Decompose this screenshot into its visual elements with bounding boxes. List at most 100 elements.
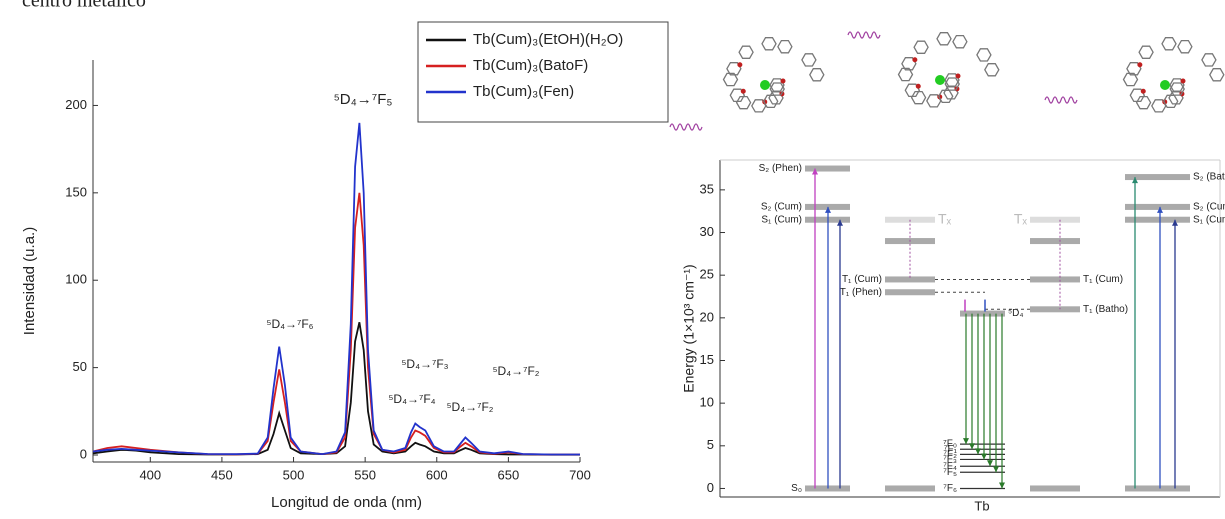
metal-center <box>935 75 945 85</box>
y-tick-label: 100 <box>65 272 87 287</box>
metal-center <box>760 80 770 90</box>
level-label: S₂ (Cum) <box>761 202 802 213</box>
ring <box>739 46 753 58</box>
level-label: T₁ (Batho) <box>1083 304 1128 315</box>
x-axis-label: Tb <box>974 498 989 513</box>
y-tick-label: 5 <box>707 437 714 452</box>
ring <box>1137 97 1151 109</box>
peak-annotation: ⁵D₄→⁷F₂ <box>493 364 540 378</box>
x-axis-label: Longitud de onda (nm) <box>271 494 422 511</box>
x-tick-label: 550 <box>354 467 376 482</box>
legend-label: Tb(Cum)₃(EtOH)(H₂O) <box>473 31 623 48</box>
arrow-head <box>987 460 993 466</box>
ring <box>953 36 967 48</box>
spectrum-line <box>93 193 580 455</box>
x-tick-label: 450 <box>211 467 233 482</box>
molecule <box>899 33 999 107</box>
spectrum-line <box>93 123 580 455</box>
metal-center <box>1160 80 1170 90</box>
level <box>1030 217 1080 223</box>
y-tick-label: 30 <box>700 224 714 239</box>
level <box>1030 485 1080 491</box>
peak-annotation: ⁵D₄→⁷F₂ <box>447 400 494 414</box>
y-axis-label: Intensidad (u.a.) <box>21 227 38 335</box>
level-label: T₁ (Phen) <box>840 287 882 298</box>
level-label: S₁ (Cum) <box>761 214 802 225</box>
ring <box>810 69 824 81</box>
y-tick-label: 50 <box>73 359 87 374</box>
ring <box>977 49 991 61</box>
level <box>1030 306 1080 312</box>
peak-annotation: ⁵D₄→⁷F₆ <box>266 317 313 331</box>
level-label: Tₓ <box>938 210 952 226</box>
arrow-head <box>993 466 999 472</box>
x-tick-label: 700 <box>569 467 591 482</box>
oxygen <box>737 62 742 67</box>
y-tick-label: 150 <box>65 184 87 199</box>
peak-annotation: ⁵D₄→⁷F₄ <box>388 392 435 406</box>
x-tick-label: 500 <box>283 467 305 482</box>
ring <box>737 97 751 109</box>
x-tick-label: 600 <box>426 467 448 482</box>
caption-fragment: centro metálico <box>22 0 146 12</box>
y-tick-label: 25 <box>700 267 714 282</box>
molecule <box>1124 38 1224 112</box>
level-label: ⁵D₄ <box>1008 308 1023 319</box>
arrow-head <box>969 443 975 449</box>
oxygen <box>912 57 917 62</box>
ring <box>1202 54 1216 66</box>
y-tick-label: 15 <box>700 352 714 367</box>
level <box>885 289 935 295</box>
level-label: Tₓ <box>1014 210 1028 226</box>
ring <box>912 92 926 104</box>
oxygen <box>1137 62 1142 67</box>
x-tick-label: 650 <box>498 467 520 482</box>
level-label: S₁ (Cum) <box>1193 214 1225 225</box>
arrow-head <box>975 448 981 454</box>
y-tick-label: 10 <box>700 395 714 410</box>
y-tick-label: 0 <box>80 446 87 461</box>
ring <box>802 54 816 66</box>
level-label: S₂ (Phen) <box>759 163 802 174</box>
arrow-head <box>963 438 969 444</box>
peak-annotation: ⁵D₄→⁷F₃ <box>401 357 448 371</box>
y-tick-label: 0 <box>707 480 714 495</box>
ring <box>937 33 951 45</box>
ring <box>762 38 776 50</box>
oxygen <box>1141 89 1146 94</box>
y-tick-label: 200 <box>65 97 87 112</box>
level-label: ⁷F₅ <box>943 467 957 478</box>
excitation-wave <box>670 124 702 130</box>
y-tick-label: 35 <box>700 181 714 196</box>
y-tick-label: 20 <box>700 309 714 324</box>
ring <box>985 64 999 76</box>
y-axis-label: Energy (1×10³ cm⁻¹) <box>681 264 697 392</box>
legend-label: Tb(Cum)₃(Fen) <box>473 83 574 100</box>
ring <box>1210 69 1224 81</box>
arrow-head <box>999 482 1005 488</box>
level <box>805 166 850 172</box>
ring <box>914 41 928 53</box>
arrow-head <box>981 453 987 459</box>
ring <box>778 41 792 53</box>
level-label: ⁷F₆ <box>943 483 957 494</box>
level <box>1030 238 1080 244</box>
molecule <box>724 38 824 112</box>
legend-label: Tb(Cum)₃(BatoF) <box>473 57 588 74</box>
level <box>885 485 935 491</box>
ring <box>1178 41 1192 53</box>
level <box>1030 276 1080 282</box>
level-label: S₂ (Batho) <box>1193 172 1225 183</box>
level-label: T₁ (Cum) <box>1083 274 1123 285</box>
peak-annotation: ⁵D₄→⁷F₅ <box>334 91 393 108</box>
ring <box>1162 38 1176 50</box>
x-tick-label: 400 <box>139 467 161 482</box>
excitation-wave <box>1045 97 1077 103</box>
level-label: S₀ <box>791 483 802 494</box>
spectrum-line <box>93 322 580 455</box>
level-label: T₁ (Cum) <box>842 274 882 285</box>
oxygen <box>741 89 746 94</box>
excitation-wave <box>848 32 880 38</box>
oxygen <box>916 84 921 89</box>
level <box>960 311 1005 317</box>
